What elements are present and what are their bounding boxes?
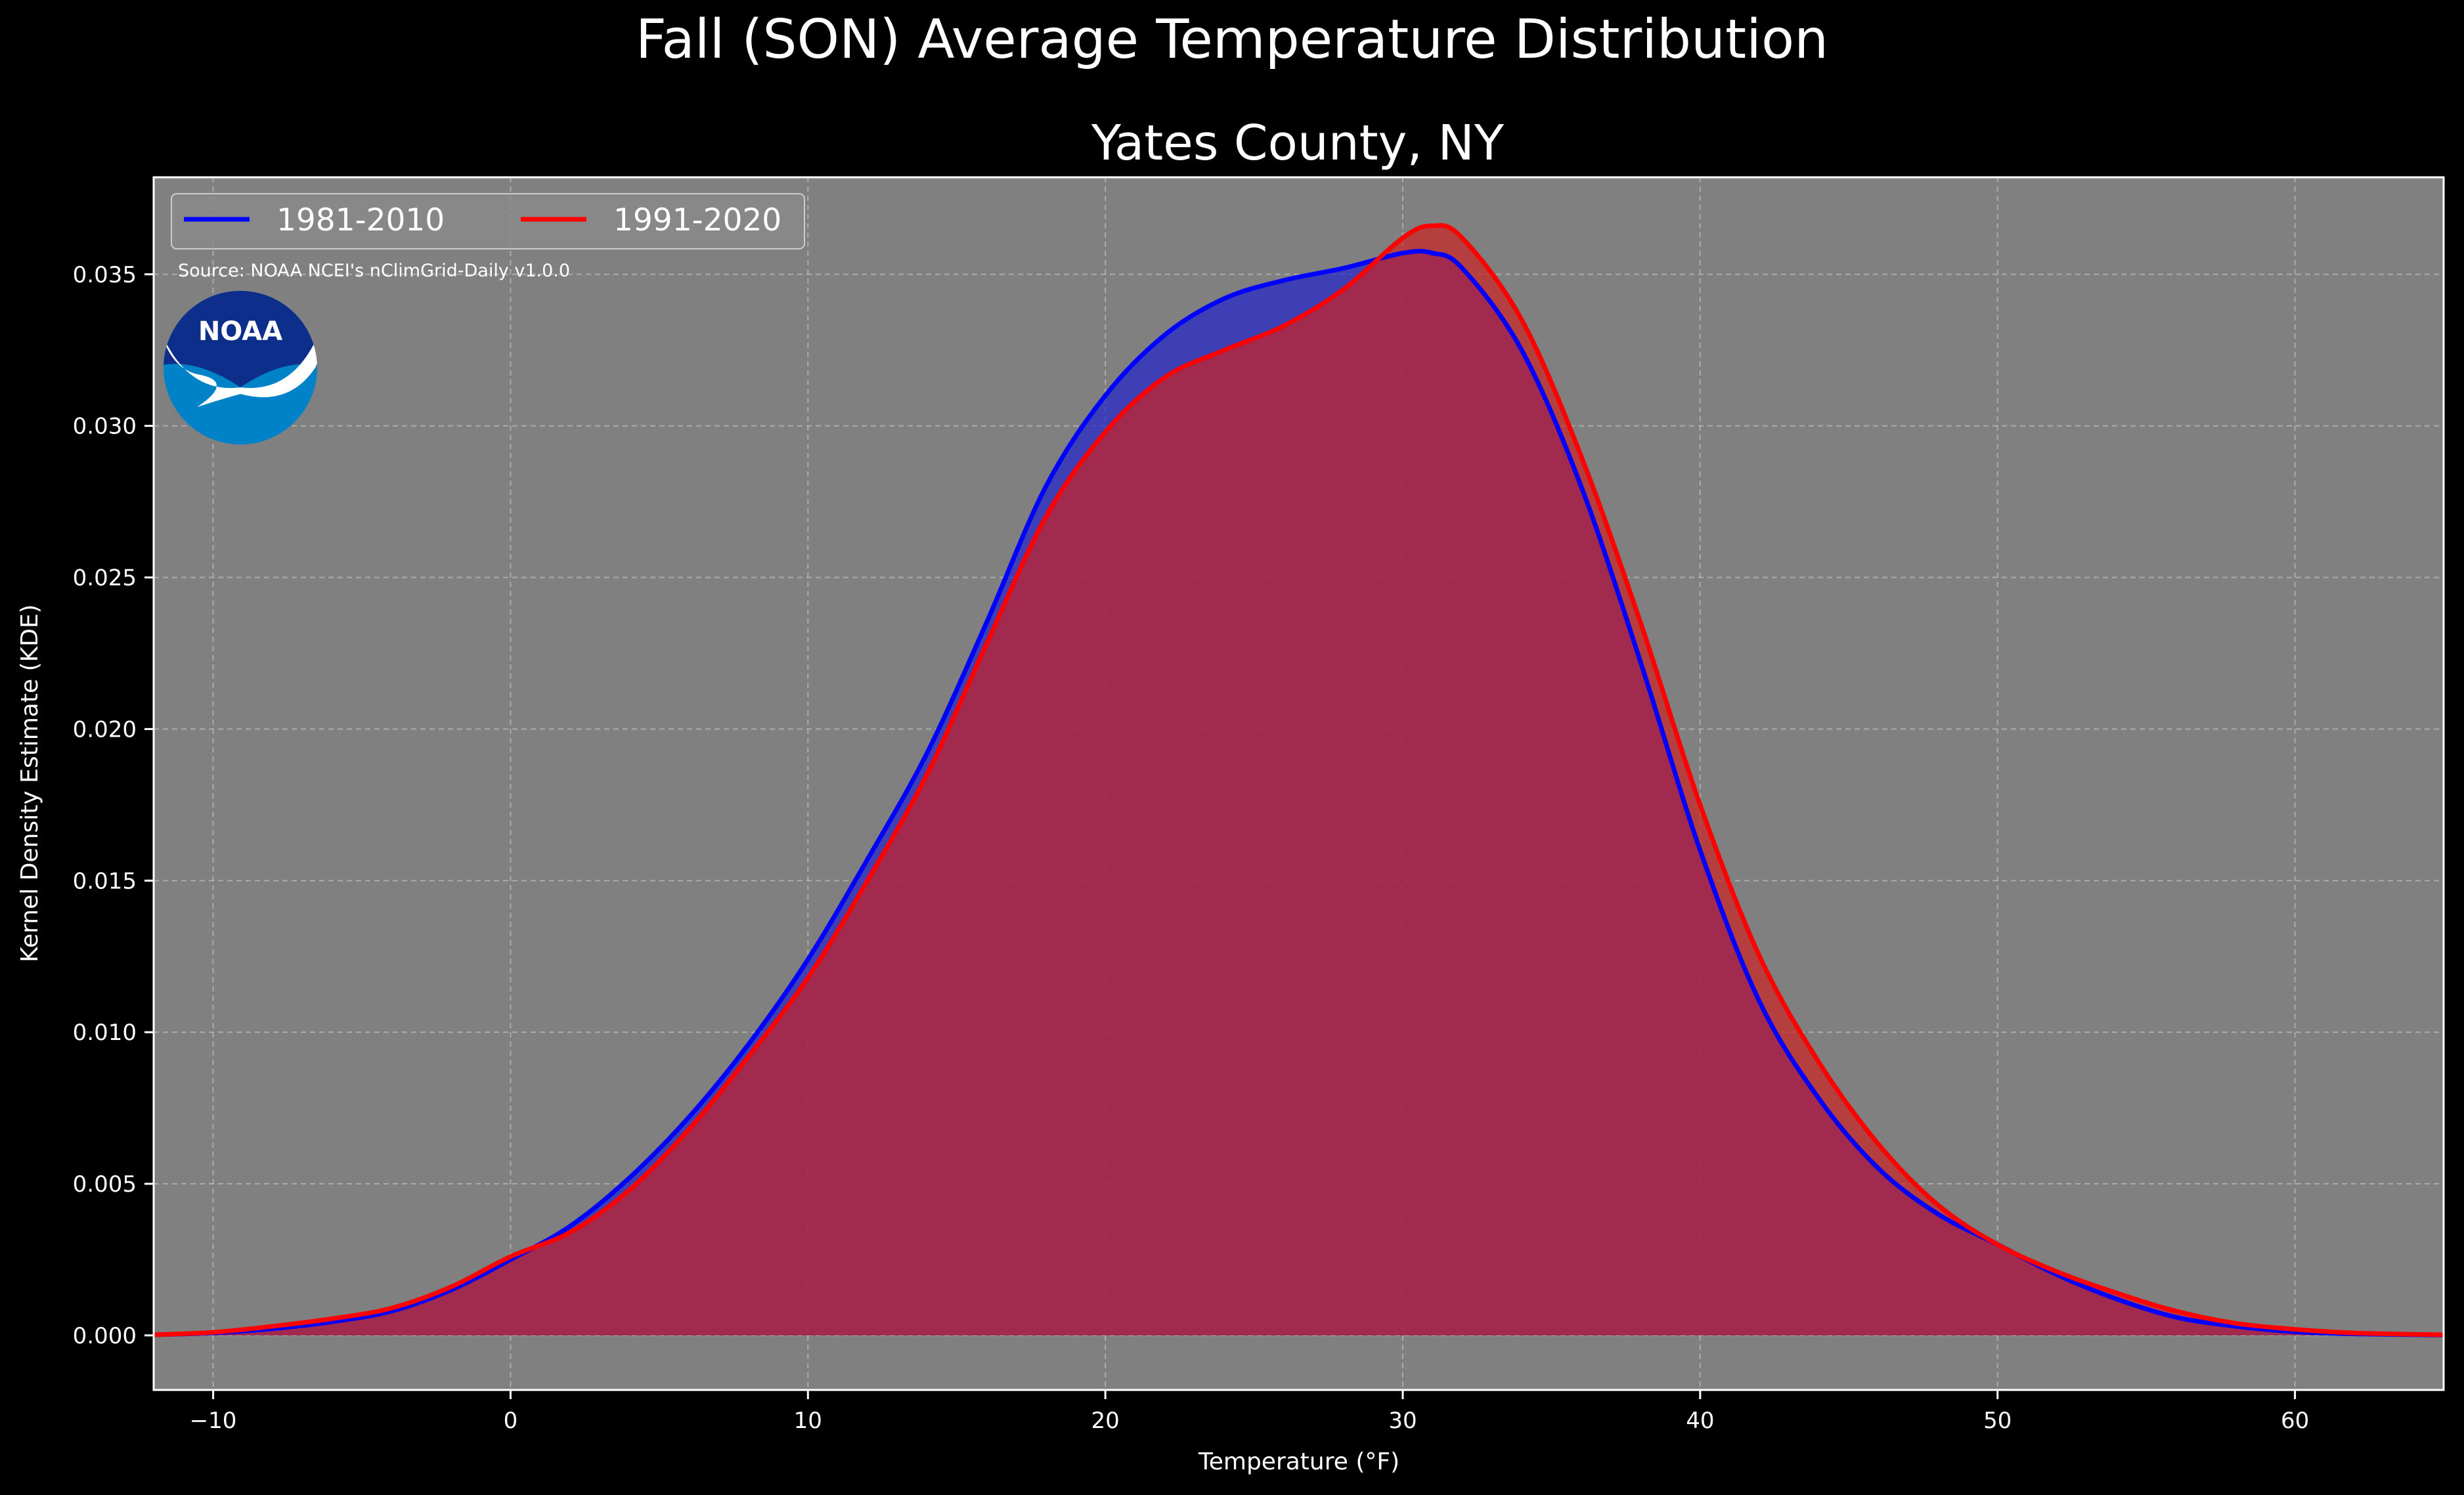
legend-label-1991-2020: 1991-2020: [613, 202, 781, 238]
y-tick-label: 0.000: [73, 1323, 137, 1349]
chart-subtitle: Yates County, NY: [1091, 115, 1505, 171]
x-tick-label: 20: [1091, 1408, 1120, 1434]
chart-title: Fall (SON) Average Temperature Distribut…: [636, 9, 1828, 71]
series-line-1991-2020: [153, 223, 2444, 1337]
y-tick-label: 0.010: [73, 1020, 137, 1046]
legend: 1981-2010 1991-2020: [171, 193, 805, 249]
legend-label-1981-2010: 1981-2010: [276, 202, 445, 238]
x-tick-label: 30: [1388, 1408, 1417, 1434]
y-axis-label: Kernel Density Estimate (KDE): [16, 604, 43, 962]
x-axis-ticks: −10 0 10 20 30 40 50 60: [190, 1390, 2309, 1434]
y-tick-label: 0.035: [73, 262, 137, 288]
x-tick-label: −10: [190, 1408, 237, 1434]
plot-frame: [152, 176, 2445, 1391]
x-tick-label: 60: [2281, 1408, 2309, 1434]
source-note: Source: NOAA NCEI's nClimGrid-Daily v1.0…: [178, 261, 570, 281]
noaa-logo-text: NOAA: [198, 316, 282, 347]
y-tick-label: 0.020: [73, 716, 137, 743]
x-tick-label: 10: [794, 1408, 822, 1434]
legend-box: [171, 193, 805, 249]
x-axis-label: Temperature (°F): [1198, 1448, 1399, 1475]
x-tick-label: 0: [504, 1408, 518, 1434]
y-tick-label: 0.005: [73, 1171, 137, 1198]
series-area-1991-2020: [154, 225, 2444, 1335]
y-tick-label: 0.025: [73, 565, 137, 592]
y-axis-ticks: 0.000 0.005 0.010 0.015 0.020 0.025 0.030 0.035: [73, 262, 154, 1349]
x-tick-label: 50: [1983, 1408, 2012, 1434]
series-lines: [153, 223, 2444, 1337]
x-tick-label: 40: [1686, 1408, 1714, 1434]
series-fills: [154, 225, 2444, 1335]
y-tick-label: 0.030: [73, 414, 137, 440]
y-tick-label: 0.015: [73, 868, 137, 894]
noaa-logo-icon: NOAA: [164, 291, 317, 444]
